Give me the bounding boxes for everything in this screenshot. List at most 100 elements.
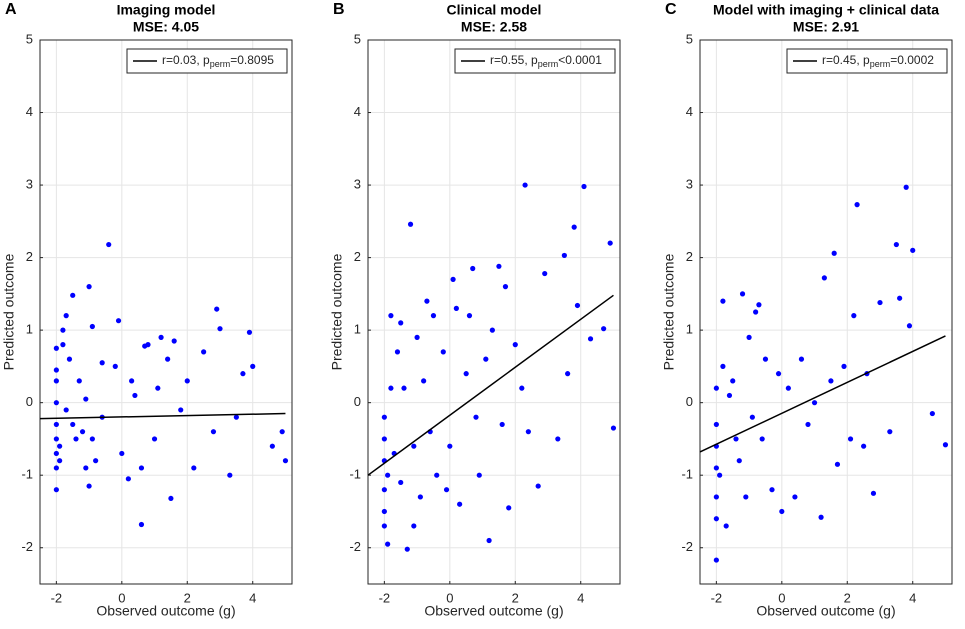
point bbox=[756, 302, 762, 308]
y-tick-label: 0 bbox=[686, 394, 693, 409]
y-tick-label: -1 bbox=[21, 467, 33, 482]
legend-subscript: perm bbox=[210, 59, 231, 69]
x-tick-label: 2 bbox=[184, 590, 191, 605]
y-axis-label: Predicted outcome bbox=[329, 253, 345, 370]
point bbox=[483, 356, 489, 362]
x-tick-label: 4 bbox=[249, 590, 256, 605]
point bbox=[489, 327, 495, 333]
point bbox=[129, 378, 135, 384]
x-axis-label: Observed outcome (g) bbox=[424, 603, 563, 619]
y-tick-label: -1 bbox=[349, 467, 361, 482]
y-tick-label: 4 bbox=[26, 104, 33, 119]
point bbox=[115, 318, 122, 324]
point bbox=[63, 313, 69, 319]
point bbox=[70, 292, 76, 298]
point bbox=[66, 356, 73, 362]
x-tick-label: 0 bbox=[778, 590, 785, 605]
x-tick-label: 0 bbox=[118, 590, 125, 605]
point bbox=[417, 494, 423, 500]
point bbox=[759, 436, 765, 442]
x-tick-label: -2 bbox=[379, 590, 391, 605]
point bbox=[506, 505, 512, 511]
point bbox=[421, 378, 427, 384]
legend-label: r=0.03, pperm=0.8095 bbox=[162, 53, 274, 69]
point bbox=[713, 494, 719, 500]
point bbox=[587, 336, 594, 342]
point bbox=[165, 356, 171, 362]
y-tick-label: -2 bbox=[21, 539, 33, 554]
fit-line bbox=[367, 294, 614, 476]
fit-line bbox=[699, 335, 946, 453]
chart-title: Clinical model bbox=[447, 2, 542, 18]
point bbox=[381, 487, 387, 493]
point bbox=[525, 429, 531, 435]
point bbox=[457, 501, 463, 507]
point bbox=[466, 313, 473, 319]
chart-title: MSE: 2.58 bbox=[461, 19, 527, 35]
legend-text: r=0.03, p bbox=[162, 53, 210, 67]
point bbox=[381, 508, 387, 515]
point bbox=[106, 241, 112, 248]
point bbox=[798, 356, 805, 362]
point bbox=[246, 329, 253, 335]
point bbox=[119, 450, 125, 457]
point bbox=[450, 276, 456, 282]
point bbox=[411, 523, 417, 529]
point bbox=[178, 407, 184, 413]
point bbox=[811, 400, 818, 406]
point bbox=[70, 421, 76, 428]
point bbox=[132, 392, 138, 399]
point bbox=[779, 508, 785, 515]
x-tick-label: -2 bbox=[711, 590, 723, 605]
point bbox=[499, 421, 505, 428]
point bbox=[897, 295, 903, 301]
point bbox=[217, 326, 223, 332]
point bbox=[424, 298, 430, 304]
point bbox=[753, 309, 759, 315]
point bbox=[805, 421, 811, 428]
point bbox=[834, 461, 841, 467]
point bbox=[398, 479, 404, 486]
point bbox=[463, 371, 469, 377]
point bbox=[581, 183, 587, 190]
y-tick-label: 5 bbox=[354, 31, 361, 46]
point bbox=[743, 494, 749, 500]
point bbox=[713, 421, 719, 428]
point bbox=[555, 436, 561, 442]
point bbox=[713, 385, 719, 391]
y-tick-label: 2 bbox=[686, 249, 693, 264]
point bbox=[434, 472, 440, 478]
point bbox=[726, 392, 733, 399]
point bbox=[887, 429, 893, 435]
point bbox=[762, 356, 769, 362]
point bbox=[942, 442, 949, 448]
point bbox=[717, 472, 723, 478]
y-tick-label: 1 bbox=[354, 322, 361, 337]
point bbox=[171, 338, 177, 344]
point bbox=[158, 334, 164, 340]
point bbox=[201, 349, 207, 355]
axes-frame bbox=[367, 39, 621, 585]
point bbox=[57, 443, 63, 449]
point bbox=[769, 487, 775, 493]
chart-title: Model with imaging + clinical data bbox=[713, 2, 939, 18]
point bbox=[233, 414, 239, 420]
point bbox=[269, 443, 275, 449]
point bbox=[407, 221, 414, 227]
x-tick-label: 2 bbox=[512, 590, 519, 605]
x-tick-label: 2 bbox=[844, 590, 851, 605]
point bbox=[821, 275, 827, 281]
point bbox=[138, 521, 145, 528]
point bbox=[411, 443, 417, 449]
point bbox=[401, 385, 407, 391]
point bbox=[574, 302, 581, 309]
legend-text: r=0.55, p bbox=[490, 53, 538, 67]
fit-line bbox=[39, 412, 286, 420]
x-tick-label: 0 bbox=[446, 590, 453, 605]
y-tick-label: 4 bbox=[686, 104, 693, 119]
point bbox=[214, 306, 220, 312]
x-tick-label: 4 bbox=[577, 590, 584, 605]
legend-text: <0.0001 bbox=[558, 53, 602, 67]
point bbox=[86, 483, 92, 489]
